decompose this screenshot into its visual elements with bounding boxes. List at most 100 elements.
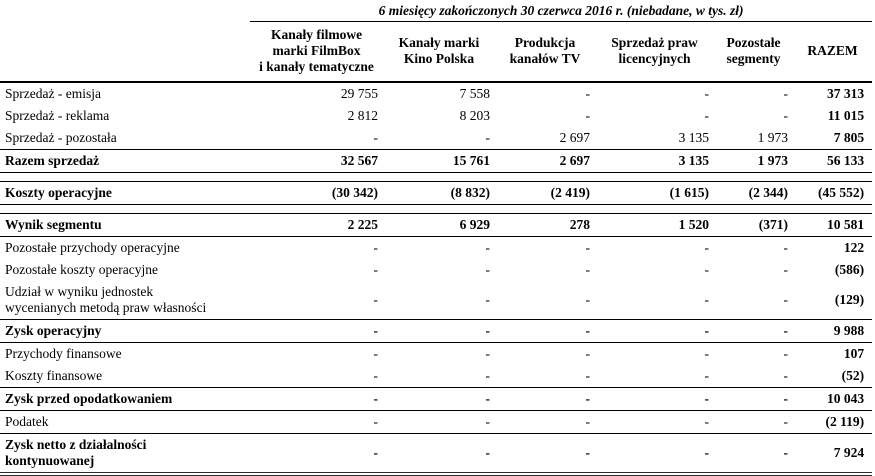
row-label: Zysk operacyjny (0, 319, 250, 343)
cell-value-razem: 122 (843, 240, 865, 255)
cell-value: 15 761 (383, 149, 495, 173)
row-label: Koszty operacyjne (0, 181, 250, 205)
table-row: Podatek - - - - - (2 119) (0, 410, 873, 434)
cell-value: 29 755 (340, 86, 378, 101)
table-row: Sprzedaż - pozostała - -2 697 3 135 1 973 7 8… (0, 127, 873, 150)
row-label: Pozostałe przychody operacyjne (5, 240, 180, 255)
cell-value: - (595, 433, 714, 476)
cell-value: - (250, 281, 383, 320)
period-title-row: 6 miesięcy zakończonych 30 czerwca 2016 … (0, 0, 873, 22)
row-label: Zysk przed opodatkowaniem (0, 387, 250, 411)
cell-value: - (383, 319, 495, 343)
cell-value: 278 (495, 213, 595, 237)
row-label: Zysk netto z działalności kontynuowanej (0, 433, 250, 476)
cell-value-razem: 7 924 (793, 433, 873, 476)
cell-value-razem: (129) (793, 281, 873, 320)
cell-value: - (595, 365, 714, 388)
cell-value-razem: 9 988 (793, 319, 873, 343)
column-header: Sprzedaż praw licencyjnych (595, 21, 714, 83)
column-header: Pozostałe segmenty (714, 21, 793, 83)
row-label: Sprzedaż - reklama (5, 108, 110, 123)
cell-value: - (495, 433, 595, 476)
row-label-header (0, 21, 250, 83)
table-row: Koszty finansowe - - - - - (52) (0, 365, 873, 388)
cell-value: - (585, 262, 591, 277)
row-label: Udział w wyniku jednostek wycenianych me… (0, 281, 250, 320)
column-header: Kanały filmowe marki FilmBox i kanały te… (250, 21, 383, 83)
row-label: Koszty finansowe (0, 365, 250, 388)
cell-value: - (250, 387, 383, 411)
title-left-spacer (0, 0, 250, 22)
cell-value: - (704, 240, 710, 255)
cell-value: - (485, 346, 491, 361)
cell-value: - (585, 108, 591, 123)
spacer-cell (0, 204, 873, 214)
cell-value: - (714, 319, 793, 343)
cell-value: - (595, 387, 714, 411)
table-row: Razem sprzedaż 32 567 15 761 2 697 3 135 1 97… (0, 149, 873, 173)
table-row: Pozostałe przychody operacyjne - - - - - 122 (0, 237, 872, 260)
spacer-row (0, 204, 873, 214)
cell-value: 32 567 (250, 149, 383, 173)
table-row: Zysk przed opodatkowaniem - - - - -10 043 (0, 387, 873, 411)
cell-value: - (595, 281, 714, 320)
cell-value-razem: (586) (834, 262, 865, 277)
cell-value: - (250, 127, 383, 150)
cell-value: - (783, 108, 789, 123)
cell-value: - (714, 365, 793, 388)
cell-value: - (595, 319, 714, 343)
spacer-row (0, 172, 873, 182)
table-row: Wynik segmentu 2 225 6 929 278 1 520 (371) 10 … (0, 213, 873, 237)
row-label: Wynik segmentu (0, 213, 250, 237)
cell-value: - (783, 240, 789, 255)
cell-value: - (383, 433, 495, 476)
cell-value: - (495, 281, 595, 320)
cell-value: 3 135 (595, 127, 714, 150)
cell-value: 6 929 (383, 213, 495, 237)
cell-value-razem: 7 805 (793, 127, 873, 150)
cell-value: - (250, 410, 383, 434)
cell-value: - (373, 262, 379, 277)
cell-value: - (783, 262, 789, 277)
cell-value: - (783, 86, 789, 101)
cell-value: (1 615) (595, 181, 714, 205)
table-row: Sprzedaż - reklama 2 812 8 203 - - - 11 015 (0, 105, 872, 127)
cell-value: - (495, 365, 595, 388)
cell-value: - (704, 108, 710, 123)
cell-value-razem: 107 (843, 346, 865, 361)
cell-value: - (714, 281, 793, 320)
table-row: Zysk netto z działalności kontynuowanej -… (0, 433, 873, 476)
cell-value: 1 973 (714, 127, 793, 150)
cell-value: - (714, 410, 793, 434)
cell-value: - (704, 262, 710, 277)
spacer-cell (0, 172, 873, 182)
table-row: Sprzedaż - emisja 29 755 7 558 - - - 37 313 (0, 82, 872, 105)
cell-value: 2 697 (495, 127, 595, 150)
cell-value-razem: 10 043 (793, 387, 873, 411)
cell-value: 2 225 (250, 213, 383, 237)
row-label: Sprzedaż - emisja (5, 86, 101, 101)
cell-value-razem: (2 119) (793, 410, 873, 434)
cell-value: - (373, 240, 379, 255)
cell-value: 7 558 (459, 86, 490, 101)
cell-value: - (485, 262, 491, 277)
cell-value: 2 697 (495, 149, 595, 173)
table-row: Udział w wyniku jednostek wycenianych me… (0, 281, 873, 320)
cell-value-razem: 37 313 (826, 86, 865, 101)
cell-value: - (250, 365, 383, 388)
table-row: Przychody finansowe - - - - - 107 (0, 343, 872, 366)
cell-value: - (495, 410, 595, 434)
cell-value: - (383, 387, 495, 411)
cell-value-razem: 56 133 (793, 149, 873, 173)
table-title: 6 miesięcy zakończonych 30 czerwca 2016 … (250, 0, 873, 22)
cell-value: - (383, 410, 495, 434)
cell-value: - (485, 240, 491, 255)
column-header: RAZEM (793, 21, 873, 83)
cell-value: - (383, 127, 495, 150)
column-header: Kanały marki Kino Polska (383, 21, 495, 83)
table-body: Sprzedaż - emisja 29 755 7 558- - -37 313 Spr… (0, 82, 873, 476)
column-header-row: Kanały filmowe marki FilmBox i kanały te… (0, 21, 873, 83)
cell-value: 2 812 (347, 108, 378, 123)
cell-value-razem: (45 552) (793, 181, 873, 205)
